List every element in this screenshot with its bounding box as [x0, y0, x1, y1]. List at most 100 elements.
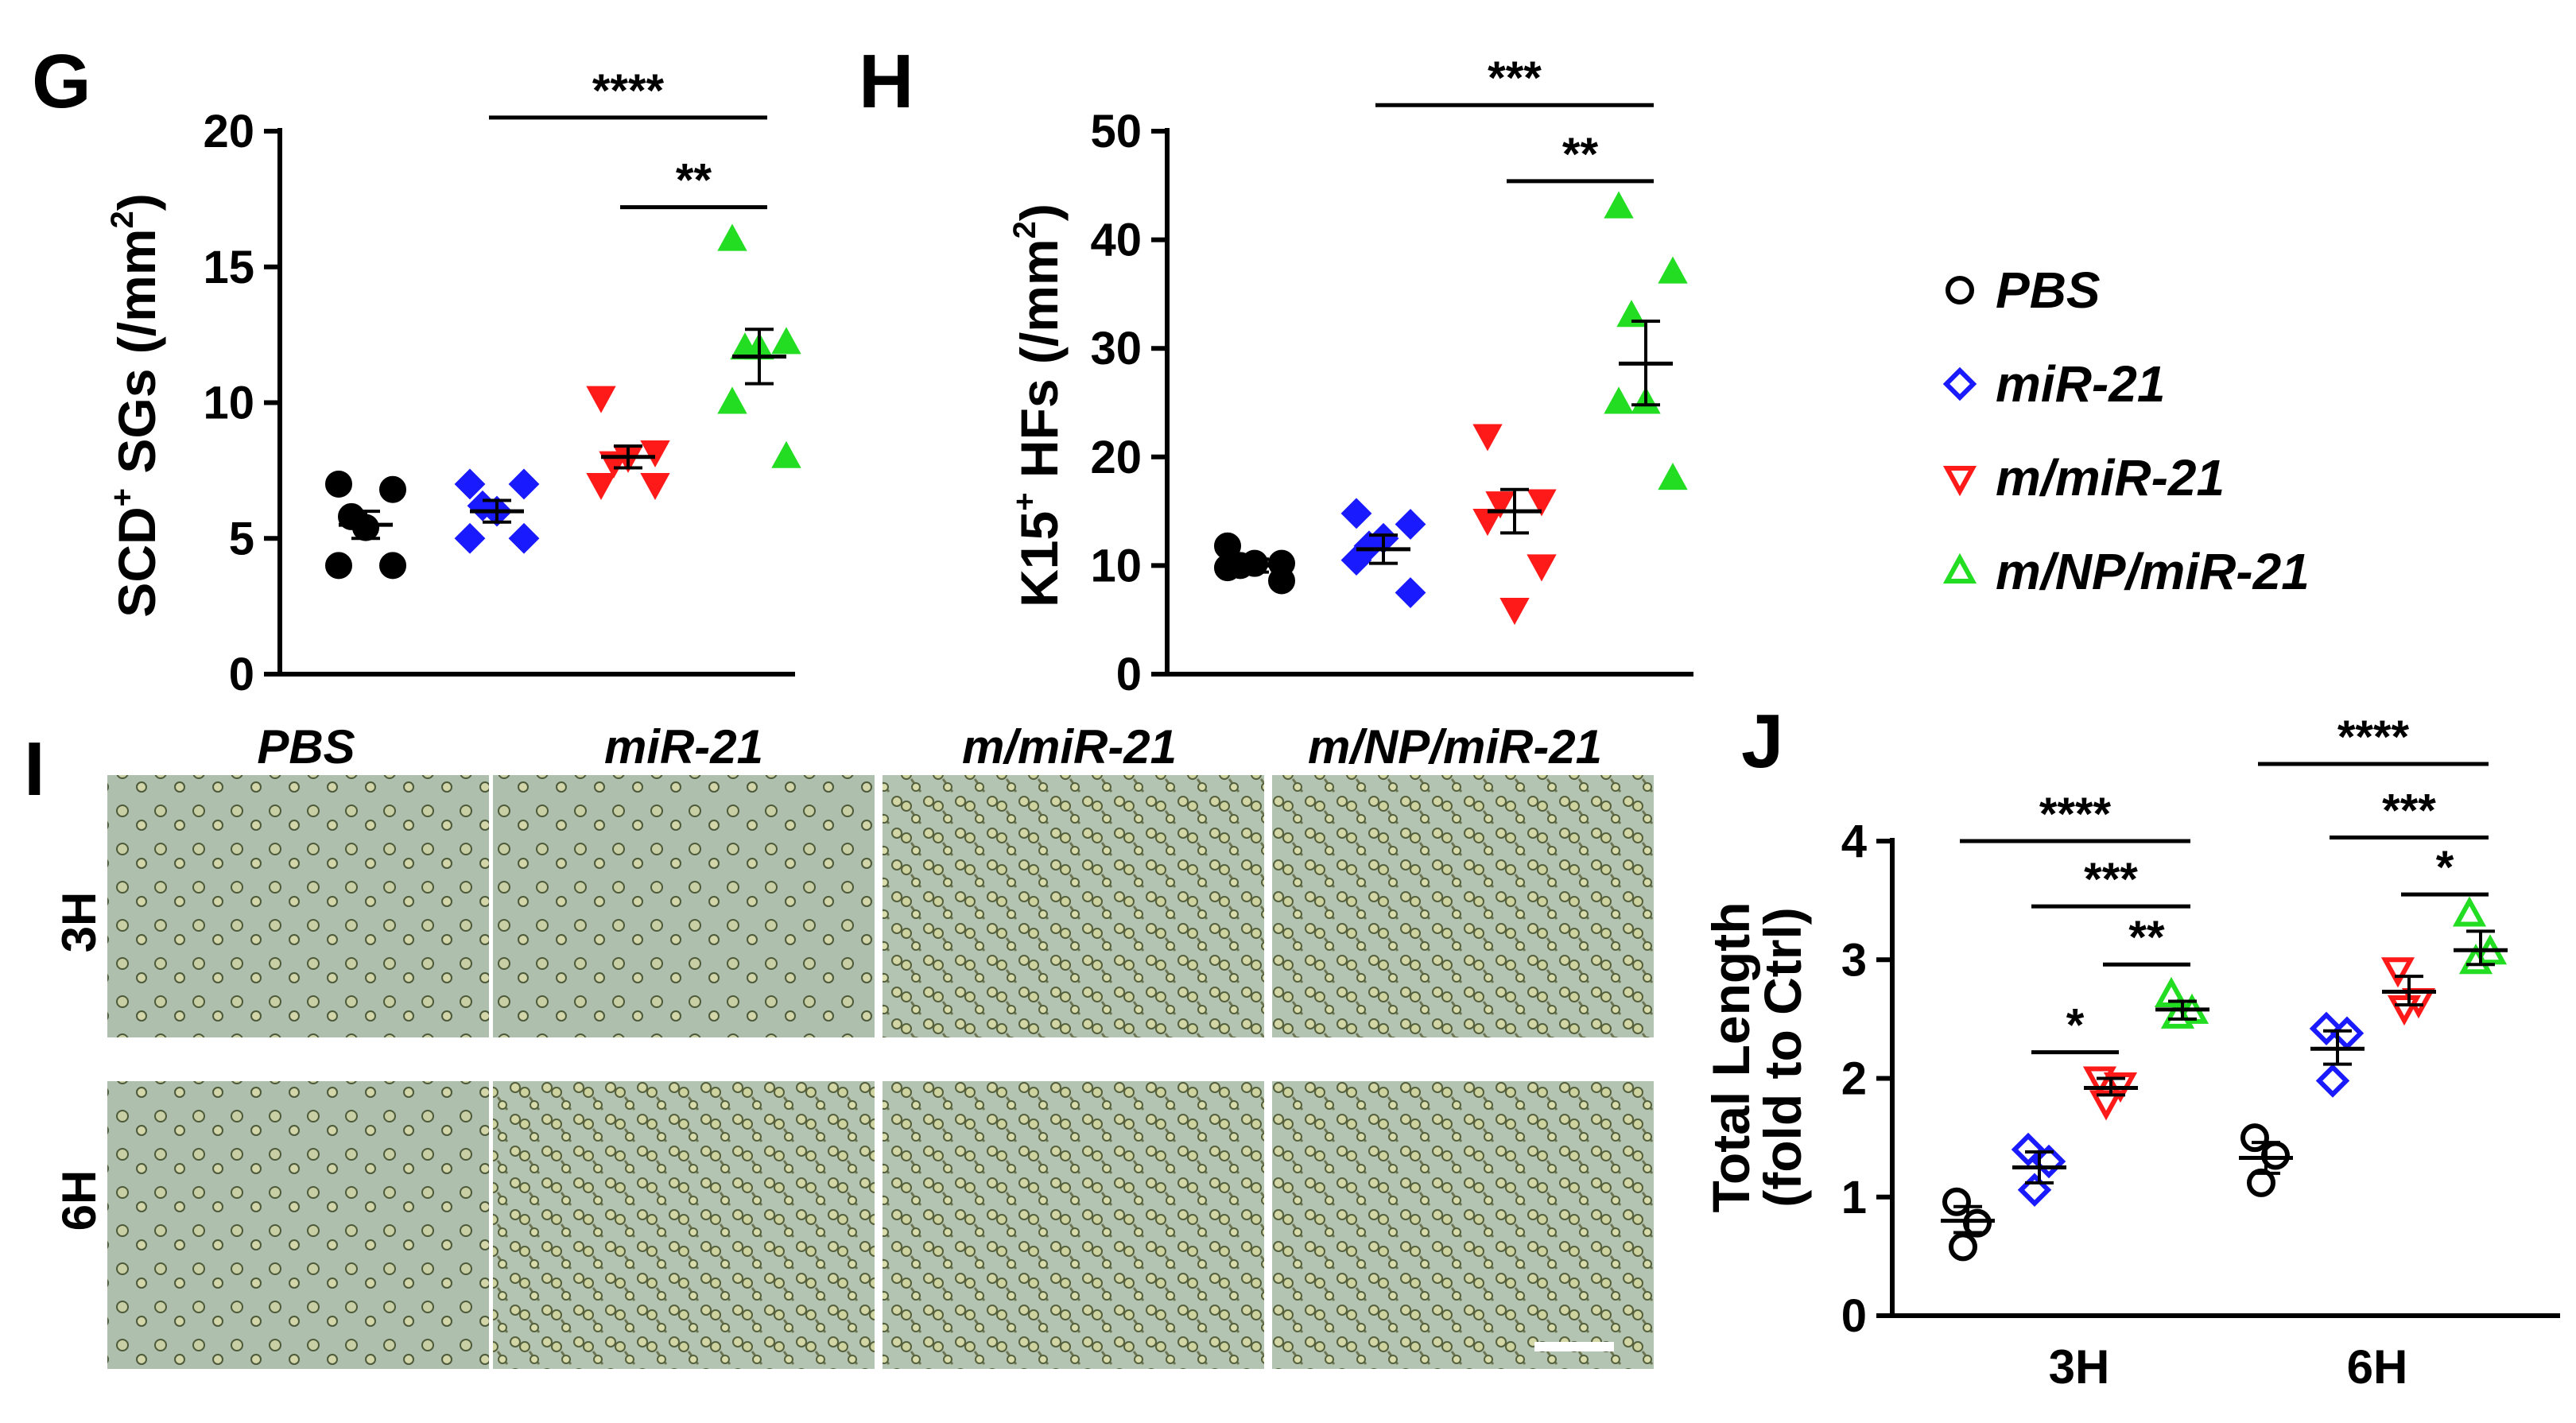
panel-g-chart: SCD+ SGs (/mm2) 0 5 10 15 20 ****** — [105, 65, 801, 700]
column-label-m-np-mir21: m/NP/miR-21 — [1308, 720, 1602, 774]
column-label-mir21: miR-21 — [604, 720, 763, 774]
panel-j-point-3h-pbs-1 — [1963, 1208, 1992, 1238]
panel-j-point-3h-pbs-0 — [1942, 1187, 1971, 1216]
panel-g-ytick-label-3: 15 — [203, 242, 254, 293]
panel-h-point-m-mir-21-3 — [1472, 509, 1503, 537]
panel-g-ytick-label-1: 5 — [229, 513, 254, 564]
panel-j-ytick-label-4: 4 — [1841, 816, 1867, 867]
legend-label-pbs: PBS — [1996, 262, 2101, 319]
panel-h-point-m-mir-21-0 — [1472, 424, 1503, 452]
micrograph-mir21-6h — [493, 1081, 875, 1369]
panel-g-point-pbs-4 — [379, 552, 406, 580]
panel-j-ylabel-line1: Total Length — [1701, 901, 1760, 1212]
panel-letter-g: G — [32, 39, 91, 124]
panel-letter-j: J — [1741, 699, 1783, 784]
micrograph-m-np-mir21-3h — [1272, 775, 1654, 1037]
legend-label-m-np-mir-21: m/NP/miR-21 — [1996, 543, 2310, 600]
panel-h-ytick-label-1: 10 — [1090, 540, 1142, 591]
panel-j-xtick-label-3h: 3H — [2049, 1340, 2110, 1394]
panel-j-significance-2-label: ** — [2128, 912, 2165, 964]
panel-h-point-m-mir-21-4 — [1527, 554, 1557, 582]
panel-g-point-m-np-mir-21-1 — [771, 327, 801, 355]
micrograph-pbs-3h — [107, 775, 489, 1037]
micrograph-m-mir21-6h — [883, 1081, 1264, 1369]
panel-j-point-6h-pbs-2 — [2247, 1168, 2275, 1197]
panel-j-point-3h-mir-21-0 — [2011, 1132, 2046, 1167]
panel-g-point-m-mir-21-4 — [640, 472, 670, 501]
row-label-3h: 3H — [52, 892, 106, 953]
panel-g-point-m-np-mir-21-0 — [717, 223, 747, 251]
column-label-pbs: PBS — [257, 720, 355, 774]
panel-j-point-6h-pbs-0 — [2240, 1123, 2269, 1153]
row-label-6h: 6H — [52, 1170, 106, 1231]
panel-g-point-mir-21-1 — [508, 468, 540, 500]
panel-j-ytick-label-0: 0 — [1841, 1290, 1867, 1342]
panel-h-ytick-label-2: 20 — [1090, 432, 1142, 483]
panel-g-point-mir-21-4 — [508, 522, 540, 554]
panel-j-point-6h-m-np-mir-21-0 — [2452, 896, 2487, 927]
panel-h-point-m-np-mir-21-3 — [1604, 386, 1634, 414]
legend-marker-m-mir-21 — [1942, 466, 1977, 497]
panel-j-significance-5-label: *** — [2382, 785, 2436, 837]
panel-j-xtick-label-6h: 6H — [2347, 1340, 2408, 1394]
panel-g-significance-1-label: ** — [676, 155, 712, 207]
micrograph-mir21-3h — [493, 775, 875, 1037]
panel-i-micrographs: PBS miR-21 m/miR-21 m/NP/miR-21 3H 6H — [52, 720, 1654, 1369]
panel-j-significance-0-label: **** — [2039, 789, 2112, 840]
panel-j-significance-3-label: * — [2066, 1000, 2085, 1052]
panel-j-point-6h-m-mir-21-0 — [2380, 957, 2415, 988]
panel-g-ytick-label-0: 0 — [229, 649, 254, 700]
legend-label-mir-21: miR-21 — [1996, 355, 2165, 413]
panel-h-point-pbs-3 — [1214, 554, 1241, 582]
panel-h-point-mir-21-4 — [1395, 577, 1426, 608]
panel-letter-i: I — [24, 727, 45, 812]
panel-g-ytick-label-2: 10 — [203, 378, 254, 429]
panel-g-point-m-np-mir-21-4 — [771, 440, 801, 468]
panel-h-ylabel: K15+ HFs (/mm2) — [1007, 204, 1069, 607]
panel-j-ytick-label-2: 2 — [1841, 1053, 1867, 1105]
micrograph-m-np-mir21-6h — [1272, 1081, 1654, 1369]
panel-j-ylabel-line2: (fold to Ctrl) — [1753, 907, 1812, 1208]
panel-g-point-m-np-mir-21-3 — [717, 386, 747, 414]
panel-g-significance-0-label: **** — [592, 65, 665, 117]
panel-j-point-6h-m-mir-21-2 — [2387, 995, 2422, 1026]
legend: PBS miR-21 m/miR-21 m/NP/miR-21 — [1942, 262, 2310, 600]
panel-j-ytick-label-3: 3 — [1841, 934, 1867, 986]
panel-letter-h: H — [859, 39, 914, 124]
legend-marker-pbs — [1946, 276, 1974, 304]
panel-h-point-m-mir-21-2 — [1485, 491, 1515, 519]
panel-h-point-mir-21-3 — [1340, 545, 1372, 576]
panel-h-point-m-mir-21-1 — [1527, 489, 1557, 517]
panel-j-point-3h-mir-21-2 — [2017, 1173, 2052, 1208]
panel-h-point-mir-21-1 — [1395, 509, 1426, 540]
panel-h-point-m-np-mir-21-0 — [1604, 191, 1634, 219]
panel-j-ytick-label-1: 1 — [1841, 1172, 1867, 1223]
panel-j-significance-1-label: *** — [2084, 854, 2138, 905]
column-label-m-mir21: m/miR-21 — [962, 720, 1177, 774]
panel-g-point-pbs-0 — [325, 470, 352, 498]
panel-h-point-m-np-mir-21-1 — [1658, 256, 1688, 284]
micrograph-pbs-6h — [107, 1081, 489, 1369]
legend-label-m-mir-21: m/miR-21 — [1996, 449, 2225, 506]
panel-h-ytick-label-4: 40 — [1090, 215, 1142, 266]
panel-g-point-mir-21-0 — [454, 468, 486, 500]
panel-g-point-pbs-3 — [325, 552, 352, 580]
panel-g-ylabel: SCD+ SGs (/mm2) — [105, 193, 166, 617]
panel-h-ytick-label-0: 0 — [1116, 649, 1142, 700]
panel-h-point-mir-21-0 — [1340, 498, 1372, 529]
panel-g-point-mir-21-3 — [454, 522, 486, 554]
panel-j-significance-6-label: * — [2436, 842, 2454, 894]
panel-h-significance-0-label: *** — [1488, 52, 1542, 104]
panel-h-point-pbs-4 — [1268, 567, 1295, 595]
panel-g-point-m-mir-21-3 — [586, 472, 616, 501]
panel-g-point-m-mir-21-0 — [586, 386, 616, 413]
micrograph-m-mir21-3h — [883, 775, 1264, 1037]
panel-h-ytick-label-5: 50 — [1090, 106, 1142, 157]
panel-g-point-pbs-1 — [379, 475, 406, 503]
panel-h-significance-1-label: ** — [1562, 129, 1599, 180]
panel-g-point-m-mir-21-1 — [640, 440, 670, 468]
panel-h-ytick-label-3: 30 — [1090, 323, 1142, 374]
